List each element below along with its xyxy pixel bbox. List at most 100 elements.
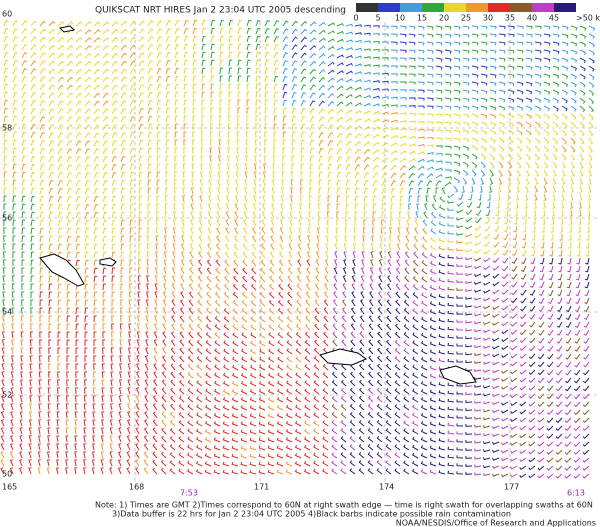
wind-barb xyxy=(315,267,320,275)
wind-barb xyxy=(304,355,311,363)
wind-barb xyxy=(57,179,63,187)
wind-barb xyxy=(408,172,415,179)
wind-barb xyxy=(84,140,91,147)
wind-barb xyxy=(39,219,44,227)
wind-barb xyxy=(322,452,329,459)
wind-barb xyxy=(447,193,455,199)
wind-barb xyxy=(519,449,527,455)
wind-barb xyxy=(297,259,302,267)
wind-barb xyxy=(561,73,569,79)
wind-barb xyxy=(540,241,545,249)
wind-barb xyxy=(408,73,416,77)
wind-barb xyxy=(66,140,73,147)
wind-barb xyxy=(471,49,479,54)
wind-barb xyxy=(444,73,452,78)
wind-barb xyxy=(456,217,464,221)
wind-barb xyxy=(564,457,572,463)
wind-barb xyxy=(39,163,45,171)
wind-barb xyxy=(205,404,212,411)
wind-barb xyxy=(585,249,590,257)
wind-barb xyxy=(421,316,428,323)
wind-barb xyxy=(390,96,398,100)
wind-barb xyxy=(93,108,100,115)
wind-barb xyxy=(429,461,437,467)
wind-barb xyxy=(3,219,7,227)
wind-barb xyxy=(570,25,578,31)
wind-barb xyxy=(561,65,569,71)
wind-barb xyxy=(453,185,459,193)
wind-barb xyxy=(322,444,329,451)
wind-barb xyxy=(48,355,52,363)
wind-barb xyxy=(129,52,136,59)
wind-barb xyxy=(66,355,70,362)
wind-barb xyxy=(570,41,578,47)
wind-barb xyxy=(84,371,88,379)
wind-barb xyxy=(561,177,566,185)
wind-barb xyxy=(219,43,224,51)
wind-barb xyxy=(399,157,407,163)
wind-barb xyxy=(406,219,410,227)
wind-barb xyxy=(573,393,581,400)
wind-barb xyxy=(372,33,380,37)
wind-barb xyxy=(395,299,401,307)
wind-barb xyxy=(579,137,585,145)
wind-barb xyxy=(74,403,78,411)
wind-barb xyxy=(252,211,257,219)
wind-barb xyxy=(546,401,554,408)
wind-barb xyxy=(196,436,203,443)
legend-swatch xyxy=(510,3,532,12)
wind-barb xyxy=(210,75,215,83)
wind-barb xyxy=(39,147,45,155)
wind-barb xyxy=(525,97,533,103)
wind-barb xyxy=(543,97,551,103)
wind-barb xyxy=(83,427,87,435)
wind-barb xyxy=(519,321,527,328)
wind-barb xyxy=(529,337,536,344)
wind-barb xyxy=(291,147,295,155)
wind-barb xyxy=(261,219,266,227)
wind-barb xyxy=(343,259,347,267)
wind-barb xyxy=(172,235,176,243)
wind-barb xyxy=(3,187,7,195)
wind-barb xyxy=(243,219,248,227)
lat-label: 54 xyxy=(2,308,12,317)
wind-barb xyxy=(550,225,554,233)
wind-barb xyxy=(386,339,392,347)
wind-barb xyxy=(345,211,349,218)
wind-barb xyxy=(429,341,437,347)
wind-barb xyxy=(21,187,26,195)
wind-barb xyxy=(129,275,133,283)
wind-barb xyxy=(291,68,298,75)
wind-barb xyxy=(586,233,590,241)
wind-barb xyxy=(386,291,392,299)
wind-barb xyxy=(389,227,393,235)
wind-barb xyxy=(215,275,221,283)
lat-labels: 60 58 56 54 52 50 xyxy=(2,10,12,479)
wind-barb xyxy=(279,227,284,235)
wind-barb xyxy=(529,289,536,296)
wind-barb xyxy=(543,113,550,120)
wind-barb xyxy=(252,203,257,211)
wind-barb xyxy=(546,369,554,376)
legend-swatch xyxy=(400,3,422,12)
wind-barb xyxy=(300,107,306,115)
wind-barb xyxy=(273,139,277,147)
wind-barb xyxy=(324,259,329,267)
wind-barb xyxy=(315,251,320,259)
wind-barb xyxy=(412,300,419,307)
wind-barb xyxy=(417,151,425,155)
wind-barb xyxy=(324,283,329,291)
wind-barb xyxy=(399,150,407,155)
wind-barb xyxy=(318,131,325,139)
wind-barb xyxy=(120,227,125,235)
wind-barb xyxy=(456,447,464,451)
wind-barb xyxy=(197,315,203,323)
wind-barb xyxy=(534,25,542,30)
wind-barb xyxy=(277,356,284,363)
wind-barb xyxy=(403,324,410,331)
wind-barb xyxy=(537,377,545,384)
wind-barb xyxy=(12,187,17,195)
wind-barb xyxy=(501,441,509,446)
wind-barb xyxy=(336,148,343,155)
wind-barb xyxy=(335,219,339,227)
